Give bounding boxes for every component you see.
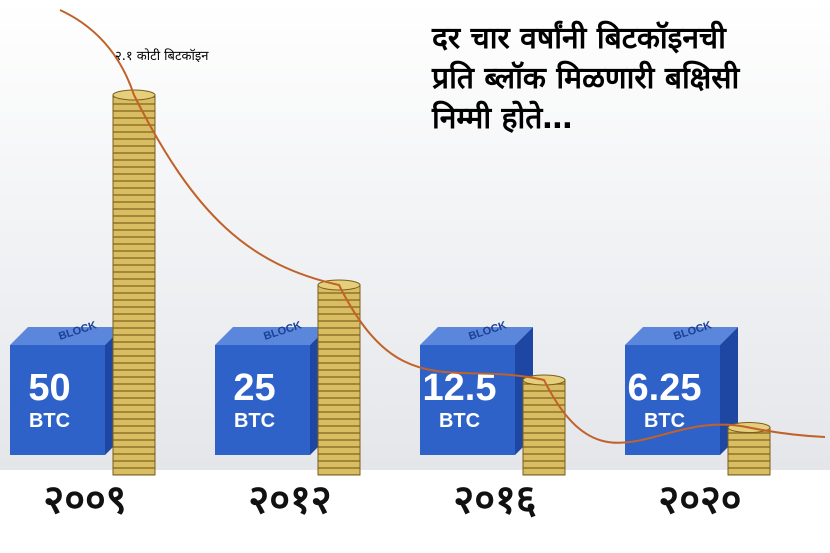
title-line: दर चार वर्षांनी बिटकॉइनची (431, 20, 727, 56)
block-front (420, 345, 515, 455)
year-label: २०२० (658, 477, 741, 523)
block-top (625, 327, 738, 345)
year-label: २०१६ (453, 477, 536, 523)
value-label: 50 (28, 367, 70, 409)
value-label: 6.25 (628, 367, 702, 409)
block-front (625, 345, 720, 455)
block-front (10, 345, 105, 455)
unit-label: BTC (29, 410, 70, 432)
year-label: २०१२ (248, 477, 331, 523)
block-side (720, 327, 738, 455)
block-top (215, 327, 328, 345)
title-line: प्रति ब्लॉक मिळणारी बक्षिसी (431, 60, 741, 96)
coin-stack (112, 94, 156, 476)
coin-stack (727, 427, 771, 476)
block-front (215, 345, 310, 455)
unit-label: BTC (644, 410, 685, 432)
annotation: २.१ कोटी बिटकॉइन (115, 48, 209, 64)
title-line: निम्मी होते… (431, 100, 572, 136)
block-top (420, 327, 533, 345)
block-top (10, 327, 123, 345)
value-label: 25 (233, 367, 275, 409)
unit-label: BTC (234, 410, 275, 432)
trend-curve (59, 9, 826, 444)
unit-label: BTC (439, 410, 480, 432)
year-label: २००९ (43, 477, 126, 523)
coin-stack (522, 379, 566, 476)
coin-stack (317, 284, 361, 476)
